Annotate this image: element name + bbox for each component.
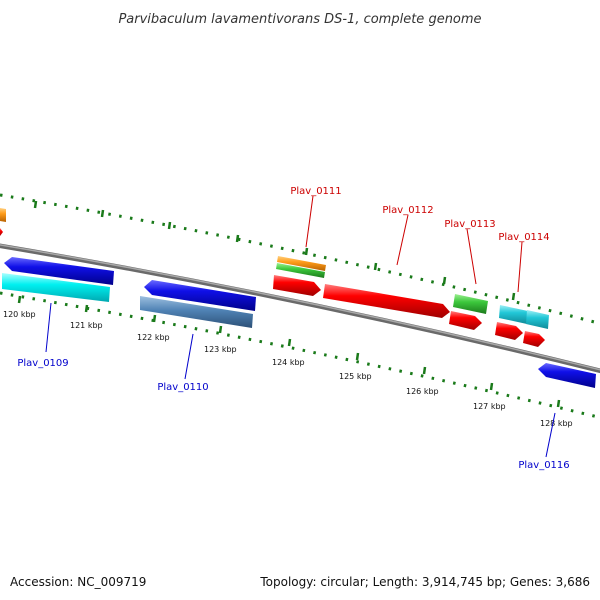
gene-label-plav-0113[interactable]: Plav_0113 (444, 219, 495, 230)
gene-arrow-partial-red[interactable] (0, 228, 3, 236)
tick-label-120: 120 kbp (3, 310, 36, 319)
gene-label-plav-0109[interactable]: Plav_0109 (17, 358, 68, 369)
label-leaders-forward (305, 195, 523, 293)
gene-arrow-partial-orange[interactable] (0, 208, 6, 222)
tick-label-124: 124 kbp (272, 358, 305, 367)
genome-backbone-highlight (0, 244, 600, 371)
gene-arrow-orange[interactable] (277, 256, 326, 271)
gene-arrow-blue-1[interactable] (4, 257, 114, 285)
inner-tick-ring (0, 291, 600, 420)
gene-arrow-red-3[interactable] (449, 311, 482, 330)
gene-label-plav-0111[interactable]: Plav_0111 (290, 186, 341, 197)
major-ticks (17, 200, 561, 408)
label-leaders-reverse (45, 302, 556, 458)
gene-label-plav-0110[interactable]: Plav_0110 (157, 382, 208, 393)
gene-label-plav-0114[interactable]: Plav_0114 (498, 232, 549, 243)
gene-arrow-blue-2[interactable] (144, 280, 256, 311)
accession-text: Accession: NC_009719 (10, 575, 146, 589)
gene-arrow-cyan-1[interactable] (2, 273, 110, 302)
gene-arrow-red-5[interactable] (523, 331, 545, 347)
tick-label-125: 125 kbp (339, 372, 372, 381)
gene-arrow-red-4[interactable] (495, 322, 523, 340)
gene-label-plav-0112[interactable]: Plav_0112 (382, 205, 433, 216)
gene-label-plav-0116[interactable]: Plav_0116 (518, 460, 569, 471)
map-title: Parvibaculum lavamentivorans DS-1, compl… (118, 12, 481, 27)
tick-label-127: 127 kbp (473, 402, 506, 411)
genome-backbone (0, 243, 600, 374)
gene-arrow-green-thin[interactable] (276, 263, 325, 278)
gene-arrow-teal-1[interactable] (499, 305, 528, 324)
gene-arrow-green[interactable] (453, 294, 488, 314)
tick-label-123: 123 kbp (204, 345, 237, 354)
tick-label-126: 126 kbp (406, 387, 439, 396)
tick-label-122: 122 kbp (137, 333, 170, 342)
outer-tick-ring (0, 193, 600, 326)
gene-arrow-teal-2[interactable] (526, 310, 549, 329)
tick-label-121: 121 kbp (70, 321, 103, 330)
gene-arrow-steel[interactable] (140, 296, 253, 328)
tick-label-128: 128 kbp (540, 419, 573, 428)
gene-arrow-blue-3[interactable] (538, 363, 596, 388)
gene-arrow-red-1[interactable] (273, 275, 321, 296)
genome-summary-text: Topology: circular; Length: 3,914,745 bp… (259, 575, 590, 589)
gene-arrow-red-2[interactable] (323, 284, 450, 318)
